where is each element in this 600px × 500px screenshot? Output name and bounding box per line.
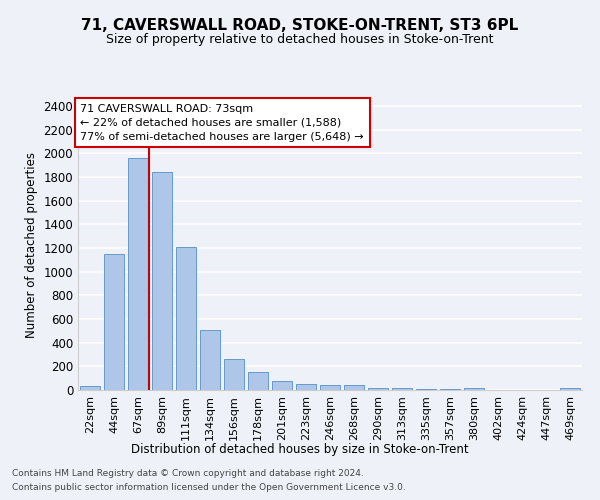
Bar bbox=[104, 254, 124, 390]
Y-axis label: Number of detached properties: Number of detached properties bbox=[25, 152, 38, 338]
Bar bbox=[128, 158, 148, 390]
Bar bbox=[152, 172, 172, 390]
Bar bbox=[344, 386, 364, 390]
Bar bbox=[464, 388, 484, 390]
Text: Contains public sector information licensed under the Open Government Licence v3: Contains public sector information licen… bbox=[12, 484, 406, 492]
Bar bbox=[200, 330, 220, 390]
Bar bbox=[176, 247, 196, 390]
Bar bbox=[224, 358, 244, 390]
Text: Size of property relative to detached houses in Stoke-on-Trent: Size of property relative to detached ho… bbox=[106, 32, 494, 46]
Text: Contains HM Land Registry data © Crown copyright and database right 2024.: Contains HM Land Registry data © Crown c… bbox=[12, 468, 364, 477]
Bar bbox=[416, 388, 436, 390]
Bar bbox=[320, 384, 340, 390]
Text: Distribution of detached houses by size in Stoke-on-Trent: Distribution of detached houses by size … bbox=[131, 442, 469, 456]
Bar bbox=[296, 384, 316, 390]
Text: 71 CAVERSWALL ROAD: 73sqm
← 22% of detached houses are smaller (1,588)
77% of se: 71 CAVERSWALL ROAD: 73sqm ← 22% of detac… bbox=[80, 104, 364, 142]
Bar bbox=[392, 388, 412, 390]
Bar bbox=[80, 386, 100, 390]
Text: 71, CAVERSWALL ROAD, STOKE-ON-TRENT, ST3 6PL: 71, CAVERSWALL ROAD, STOKE-ON-TRENT, ST3… bbox=[82, 18, 518, 32]
Bar bbox=[248, 372, 268, 390]
Bar bbox=[368, 388, 388, 390]
Bar bbox=[560, 388, 580, 390]
Bar bbox=[272, 380, 292, 390]
